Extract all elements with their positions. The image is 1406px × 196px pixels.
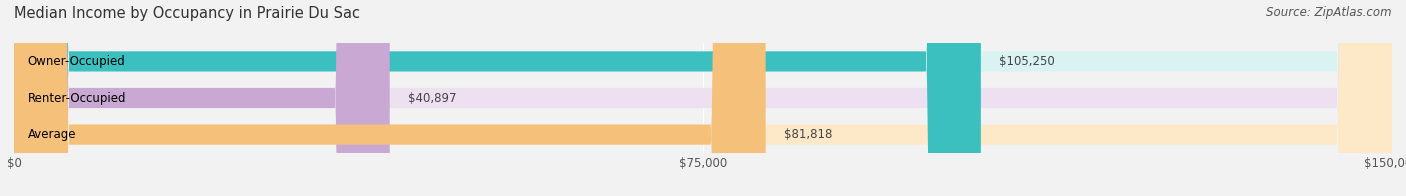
FancyBboxPatch shape [14, 0, 1392, 196]
Text: Average: Average [28, 128, 76, 141]
Text: $81,818: $81,818 [785, 128, 832, 141]
Text: Renter-Occupied: Renter-Occupied [28, 92, 127, 104]
Text: Owner-Occupied: Owner-Occupied [28, 55, 125, 68]
Text: Median Income by Occupancy in Prairie Du Sac: Median Income by Occupancy in Prairie Du… [14, 6, 360, 21]
FancyBboxPatch shape [14, 0, 1392, 196]
FancyBboxPatch shape [14, 0, 981, 196]
Text: $40,897: $40,897 [408, 92, 457, 104]
FancyBboxPatch shape [14, 0, 766, 196]
FancyBboxPatch shape [14, 0, 1392, 196]
Text: Source: ZipAtlas.com: Source: ZipAtlas.com [1267, 6, 1392, 19]
Text: $105,250: $105,250 [1000, 55, 1054, 68]
FancyBboxPatch shape [14, 0, 389, 196]
